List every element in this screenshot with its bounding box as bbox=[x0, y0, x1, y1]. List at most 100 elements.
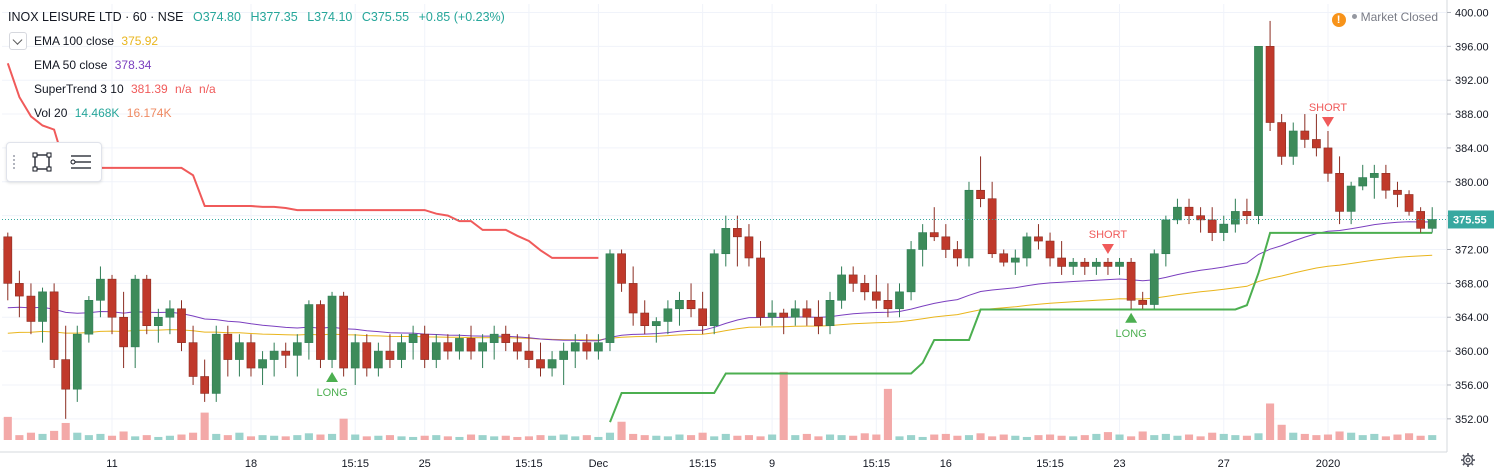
ema-50-path bbox=[7, 221, 1433, 342]
volume-bar bbox=[1208, 432, 1217, 440]
candle-body bbox=[1126, 261, 1136, 301]
candle-body bbox=[1230, 211, 1240, 225]
volume-bar bbox=[860, 433, 869, 440]
volume-bar bbox=[177, 434, 186, 440]
volume-bar bbox=[15, 435, 24, 440]
volume-bar bbox=[582, 435, 591, 440]
candle-body bbox=[1288, 130, 1298, 157]
indicator-volume[interactable]: Vol 20 14.468K 16.174K bbox=[34, 106, 176, 120]
drag-handle-icon[interactable] bbox=[13, 155, 19, 169]
market-status-text: Market Closed bbox=[1360, 10, 1438, 24]
candle-body bbox=[895, 291, 904, 310]
candle-body bbox=[362, 342, 372, 369]
candle-body bbox=[1369, 173, 1379, 178]
volume-bar bbox=[1312, 435, 1321, 440]
indicator-ema100[interactable]: EMA 100 close 375.92 bbox=[34, 34, 162, 48]
candle-body bbox=[814, 316, 823, 327]
collapse-legend-button[interactable] bbox=[9, 32, 27, 50]
price-tick-label: 352.00 bbox=[1455, 414, 1489, 426]
volume-bar bbox=[1173, 435, 1182, 440]
candle-body bbox=[130, 278, 140, 348]
volume-bar bbox=[1277, 424, 1286, 440]
short-signal-label: SHORT bbox=[1309, 102, 1348, 114]
volume-bar bbox=[466, 434, 476, 440]
long-signal-arrow bbox=[326, 372, 339, 383]
volume-bar bbox=[756, 436, 765, 440]
candle-body bbox=[1080, 261, 1090, 267]
volume-bar bbox=[837, 435, 846, 440]
volume-bar bbox=[744, 435, 754, 440]
candle-body bbox=[987, 198, 997, 255]
volume-bar bbox=[1219, 433, 1228, 440]
candle-body bbox=[640, 312, 650, 327]
time-tick-label: 25 bbox=[419, 458, 431, 470]
candle-body bbox=[478, 342, 487, 352]
candle-body bbox=[1068, 261, 1078, 267]
volume-bar bbox=[605, 432, 615, 440]
rectangle-tool-icon[interactable] bbox=[31, 151, 53, 173]
candle-body bbox=[489, 333, 499, 343]
ohlc-close: C375.55 bbox=[361, 10, 410, 24]
candle-body bbox=[38, 291, 47, 322]
gear-icon[interactable] bbox=[1460, 452, 1476, 468]
candle-body bbox=[1346, 185, 1356, 212]
candle-body bbox=[524, 350, 534, 360]
symbol-title[interactable]: INOX LEISURE LTD · 60 · NSE bbox=[8, 10, 184, 24]
candle-body bbox=[3, 236, 13, 284]
candle-body bbox=[223, 333, 233, 360]
volume-bar bbox=[3, 416, 12, 440]
volume-bar bbox=[918, 436, 927, 440]
time-tick-label: 15:15 bbox=[689, 458, 717, 470]
time-tick-label: 18 bbox=[245, 458, 257, 470]
short-signal-arrow bbox=[1321, 116, 1334, 127]
volume-bar bbox=[652, 435, 661, 440]
market-status[interactable]: ! Market Closed bbox=[1331, 10, 1438, 27]
candle-body bbox=[918, 232, 928, 250]
candle-body bbox=[953, 249, 962, 259]
candle-body bbox=[1427, 219, 1437, 229]
supertrend-segment bbox=[6, 62, 599, 259]
volume-bar bbox=[397, 436, 406, 440]
candle-body bbox=[408, 333, 418, 343]
candle-body bbox=[512, 342, 522, 352]
volume-bar bbox=[258, 435, 267, 440]
indicator-value: 381.39 bbox=[130, 82, 168, 96]
time-axis[interactable]: 11 18 15:15 25 15:15 Dec 15:15 9 15:15 16 15:15 23 2… bbox=[0, 451, 1447, 470]
candle-body bbox=[779, 312, 789, 318]
candle-body bbox=[1265, 46, 1275, 123]
candle-body bbox=[316, 304, 325, 360]
candle-body bbox=[374, 350, 383, 369]
candle-body bbox=[1196, 215, 1205, 221]
volume-bars bbox=[3, 371, 1437, 440]
drawing-toolbox[interactable] bbox=[6, 142, 102, 182]
candle-body bbox=[709, 253, 719, 327]
volume-bar bbox=[768, 434, 777, 440]
volume-bar bbox=[432, 435, 441, 440]
volume-bar bbox=[246, 436, 256, 440]
candle-body bbox=[15, 283, 24, 297]
indicator-supertrend[interactable]: SuperTrend 3 10 381.39 n/a n/a bbox=[34, 82, 220, 96]
candle-body bbox=[1103, 261, 1113, 267]
indicator-ema50[interactable]: EMA 50 close 378.34 bbox=[34, 58, 155, 72]
volume-bar bbox=[964, 435, 974, 440]
line-style-icon[interactable] bbox=[69, 151, 93, 173]
volume-bar bbox=[119, 431, 128, 440]
ohlc-low: L374.10 bbox=[307, 10, 353, 24]
volume-bar bbox=[536, 435, 545, 440]
volume-bar bbox=[327, 433, 337, 440]
volume-bar bbox=[50, 430, 59, 440]
candle-body bbox=[825, 300, 835, 327]
candle-body bbox=[871, 291, 881, 301]
candle-body bbox=[420, 333, 430, 360]
candle-body bbox=[1161, 219, 1171, 255]
volume-bar bbox=[1115, 434, 1124, 440]
volume-bar bbox=[374, 435, 383, 440]
price-axis[interactable]: 352.00356.00360.00364.00368.00372.00376.… bbox=[1446, 0, 1494, 452]
candle-body bbox=[547, 359, 557, 369]
volume-bar bbox=[559, 434, 568, 440]
candle-body bbox=[455, 338, 464, 352]
volume-bar bbox=[710, 436, 719, 440]
volume-bar bbox=[96, 433, 105, 440]
candle-body bbox=[1300, 130, 1310, 140]
